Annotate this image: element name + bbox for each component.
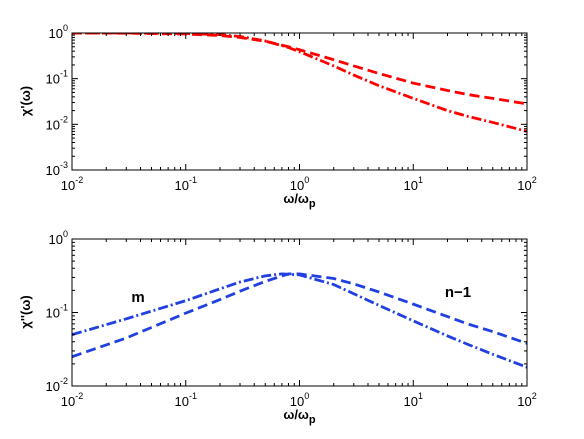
y-tick-label: 100: [49, 229, 68, 247]
y-tick-label: 10-2: [46, 376, 68, 394]
x-tick-label: 10-1: [175, 391, 197, 409]
y-tick-label: 100: [49, 23, 68, 41]
axes-frame: [71, 32, 528, 171]
y-axis-label: χ'(ω): [18, 86, 33, 116]
y-tick-label: 10-3: [46, 160, 68, 178]
top-panel-chi-prime: 10-2 10-1 100 101 10210-310-210-1100ω/ωpχ'(ω…: [18, 23, 537, 210]
x-tick-label: 10-2: [61, 175, 83, 193]
annotation-label: m: [131, 289, 144, 306]
y-tick-label: 10-1: [46, 69, 68, 87]
x-tick-label: 10-2: [61, 391, 83, 409]
x-tick-label: 102: [517, 391, 536, 409]
x-axis-label: ω/ωp: [283, 191, 316, 210]
series-line-1-dashed: [72, 272, 527, 359]
annotation-label: n−1: [445, 284, 471, 301]
y-axis-label: χ''(ω): [18, 295, 33, 328]
series-line-0-dashed: [72, 33, 527, 106]
x-axis-label: ω/ωp: [283, 407, 316, 426]
x-tick-label: 101: [404, 175, 423, 193]
axes-frame: [71, 238, 528, 387]
x-tick-label: 102: [517, 175, 536, 193]
x-tick-label: 10-1: [175, 175, 197, 193]
y-tick-label: 10-2: [46, 114, 68, 132]
x-tick-label: 101: [404, 391, 423, 409]
series-line-0-dash-dot: [72, 272, 527, 369]
series-line-1-dash-dot: [72, 33, 527, 133]
y-tick-label: 10-1: [46, 303, 68, 321]
